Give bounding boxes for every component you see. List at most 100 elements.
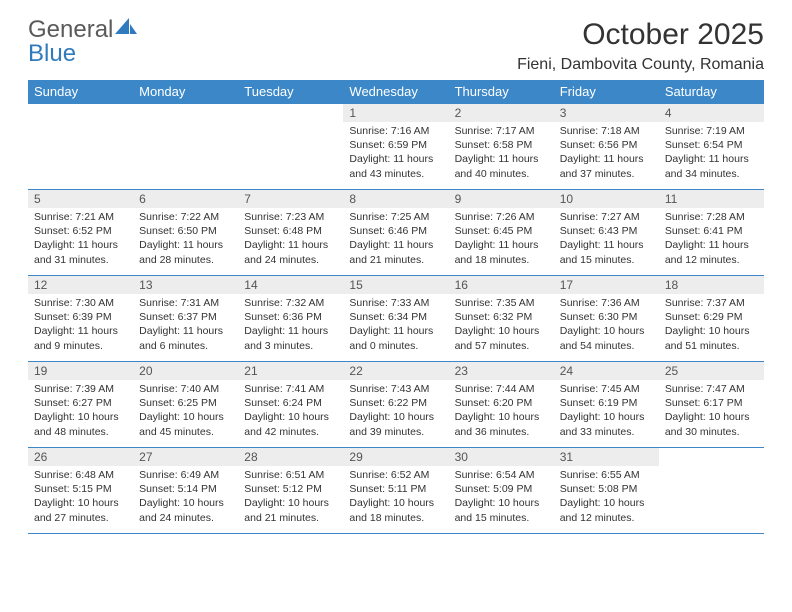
day-cell: 2Sunrise: 7:17 AMSunset: 6:58 PMDaylight…	[449, 104, 554, 190]
day-number: 10	[554, 190, 659, 208]
day-number: 27	[133, 448, 238, 466]
day-info: Sunrise: 6:51 AMSunset: 5:12 PMDaylight:…	[238, 466, 343, 529]
calendar-body: 1Sunrise: 7:16 AMSunset: 6:59 PMDaylight…	[28, 104, 764, 534]
day-info: Sunrise: 7:27 AMSunset: 6:43 PMDaylight:…	[554, 208, 659, 271]
day-cell: 6Sunrise: 7:22 AMSunset: 6:50 PMDaylight…	[133, 190, 238, 276]
day-number: 21	[238, 362, 343, 380]
calendar-table: SundayMondayTuesdayWednesdayThursdayFrid…	[28, 80, 764, 534]
logo: General Blue	[28, 18, 137, 66]
day-info: Sunrise: 7:32 AMSunset: 6:36 PMDaylight:…	[238, 294, 343, 357]
day-info: Sunrise: 7:36 AMSunset: 6:30 PMDaylight:…	[554, 294, 659, 357]
day-header: Wednesday	[343, 80, 448, 104]
day-cell: 1Sunrise: 7:16 AMSunset: 6:59 PMDaylight…	[343, 104, 448, 190]
day-cell: 16Sunrise: 7:35 AMSunset: 6:32 PMDayligh…	[449, 276, 554, 362]
calendar-header-row: SundayMondayTuesdayWednesdayThursdayFrid…	[28, 80, 764, 104]
day-header: Tuesday	[238, 80, 343, 104]
day-cell: 15Sunrise: 7:33 AMSunset: 6:34 PMDayligh…	[343, 276, 448, 362]
day-info: Sunrise: 7:31 AMSunset: 6:37 PMDaylight:…	[133, 294, 238, 357]
day-cell: 8Sunrise: 7:25 AMSunset: 6:46 PMDaylight…	[343, 190, 448, 276]
day-number: 2	[449, 104, 554, 122]
logo-sail-icon	[115, 18, 137, 39]
calendar-week-row: 12Sunrise: 7:30 AMSunset: 6:39 PMDayligh…	[28, 276, 764, 362]
day-number: 26	[28, 448, 133, 466]
day-header: Thursday	[449, 80, 554, 104]
day-info: Sunrise: 6:55 AMSunset: 5:08 PMDaylight:…	[554, 466, 659, 529]
day-number: 31	[554, 448, 659, 466]
day-cell: 30Sunrise: 6:54 AMSunset: 5:09 PMDayligh…	[449, 448, 554, 534]
day-cell: 11Sunrise: 7:28 AMSunset: 6:41 PMDayligh…	[659, 190, 764, 276]
calendar-week-row: 5Sunrise: 7:21 AMSunset: 6:52 PMDaylight…	[28, 190, 764, 276]
day-number: 14	[238, 276, 343, 294]
day-number: 16	[449, 276, 554, 294]
day-info: Sunrise: 7:21 AMSunset: 6:52 PMDaylight:…	[28, 208, 133, 271]
day-info: Sunrise: 6:49 AMSunset: 5:14 PMDaylight:…	[133, 466, 238, 529]
day-cell: 18Sunrise: 7:37 AMSunset: 6:29 PMDayligh…	[659, 276, 764, 362]
day-info: Sunrise: 6:54 AMSunset: 5:09 PMDaylight:…	[449, 466, 554, 529]
day-cell: 22Sunrise: 7:43 AMSunset: 6:22 PMDayligh…	[343, 362, 448, 448]
day-cell: 29Sunrise: 6:52 AMSunset: 5:11 PMDayligh…	[343, 448, 448, 534]
day-header: Sunday	[28, 80, 133, 104]
day-header: Saturday	[659, 80, 764, 104]
day-number: 6	[133, 190, 238, 208]
day-number: 28	[238, 448, 343, 466]
title-block: October 2025 Fieni, Dambovita County, Ro…	[517, 18, 764, 74]
day-header: Monday	[133, 80, 238, 104]
calendar-week-row: 19Sunrise: 7:39 AMSunset: 6:27 PMDayligh…	[28, 362, 764, 448]
day-number: 13	[133, 276, 238, 294]
day-cell: 9Sunrise: 7:26 AMSunset: 6:45 PMDaylight…	[449, 190, 554, 276]
day-cell: 27Sunrise: 6:49 AMSunset: 5:14 PMDayligh…	[133, 448, 238, 534]
day-number: 29	[343, 448, 448, 466]
day-cell: 19Sunrise: 7:39 AMSunset: 6:27 PMDayligh…	[28, 362, 133, 448]
logo-text-blue: Blue	[28, 40, 76, 67]
day-info: Sunrise: 6:48 AMSunset: 5:15 PMDaylight:…	[28, 466, 133, 529]
day-number: 5	[28, 190, 133, 208]
day-number: 19	[28, 362, 133, 380]
day-info: Sunrise: 7:41 AMSunset: 6:24 PMDaylight:…	[238, 380, 343, 443]
day-info: Sunrise: 7:25 AMSunset: 6:46 PMDaylight:…	[343, 208, 448, 271]
day-number: 3	[554, 104, 659, 122]
day-cell: 20Sunrise: 7:40 AMSunset: 6:25 PMDayligh…	[133, 362, 238, 448]
day-info: Sunrise: 7:26 AMSunset: 6:45 PMDaylight:…	[449, 208, 554, 271]
day-number: 12	[28, 276, 133, 294]
day-info: Sunrise: 7:45 AMSunset: 6:19 PMDaylight:…	[554, 380, 659, 443]
header: General Blue October 2025 Fieni, Dambovi…	[28, 18, 764, 74]
day-cell: 10Sunrise: 7:27 AMSunset: 6:43 PMDayligh…	[554, 190, 659, 276]
day-cell: 7Sunrise: 7:23 AMSunset: 6:48 PMDaylight…	[238, 190, 343, 276]
day-info: Sunrise: 7:43 AMSunset: 6:22 PMDaylight:…	[343, 380, 448, 443]
day-info: Sunrise: 7:40 AMSunset: 6:25 PMDaylight:…	[133, 380, 238, 443]
day-info: Sunrise: 7:22 AMSunset: 6:50 PMDaylight:…	[133, 208, 238, 271]
day-info: Sunrise: 7:33 AMSunset: 6:34 PMDaylight:…	[343, 294, 448, 357]
empty-day-cell	[238, 104, 343, 190]
day-cell: 26Sunrise: 6:48 AMSunset: 5:15 PMDayligh…	[28, 448, 133, 534]
day-number: 23	[449, 362, 554, 380]
day-number: 22	[343, 362, 448, 380]
day-cell: 21Sunrise: 7:41 AMSunset: 6:24 PMDayligh…	[238, 362, 343, 448]
day-cell: 5Sunrise: 7:21 AMSunset: 6:52 PMDaylight…	[28, 190, 133, 276]
day-number: 1	[343, 104, 448, 122]
day-info: Sunrise: 7:35 AMSunset: 6:32 PMDaylight:…	[449, 294, 554, 357]
empty-day-cell	[659, 448, 764, 534]
day-cell: 14Sunrise: 7:32 AMSunset: 6:36 PMDayligh…	[238, 276, 343, 362]
day-info: Sunrise: 7:39 AMSunset: 6:27 PMDaylight:…	[28, 380, 133, 443]
calendar-page: General Blue October 2025 Fieni, Dambovi…	[0, 0, 792, 552]
day-number: 15	[343, 276, 448, 294]
day-info: Sunrise: 6:52 AMSunset: 5:11 PMDaylight:…	[343, 466, 448, 529]
day-cell: 23Sunrise: 7:44 AMSunset: 6:20 PMDayligh…	[449, 362, 554, 448]
day-cell: 28Sunrise: 6:51 AMSunset: 5:12 PMDayligh…	[238, 448, 343, 534]
day-number: 24	[554, 362, 659, 380]
day-info: Sunrise: 7:23 AMSunset: 6:48 PMDaylight:…	[238, 208, 343, 271]
empty-day-cell	[28, 104, 133, 190]
day-info: Sunrise: 7:30 AMSunset: 6:39 PMDaylight:…	[28, 294, 133, 357]
day-number: 18	[659, 276, 764, 294]
logo-text-block: General Blue	[28, 18, 137, 66]
day-info: Sunrise: 7:18 AMSunset: 6:56 PMDaylight:…	[554, 122, 659, 185]
day-number: 25	[659, 362, 764, 380]
day-number: 17	[554, 276, 659, 294]
day-info: Sunrise: 7:37 AMSunset: 6:29 PMDaylight:…	[659, 294, 764, 357]
day-info: Sunrise: 7:17 AMSunset: 6:58 PMDaylight:…	[449, 122, 554, 185]
day-cell: 25Sunrise: 7:47 AMSunset: 6:17 PMDayligh…	[659, 362, 764, 448]
day-info: Sunrise: 7:28 AMSunset: 6:41 PMDaylight:…	[659, 208, 764, 271]
month-title: October 2025	[517, 18, 764, 52]
day-number: 11	[659, 190, 764, 208]
day-cell: 13Sunrise: 7:31 AMSunset: 6:37 PMDayligh…	[133, 276, 238, 362]
